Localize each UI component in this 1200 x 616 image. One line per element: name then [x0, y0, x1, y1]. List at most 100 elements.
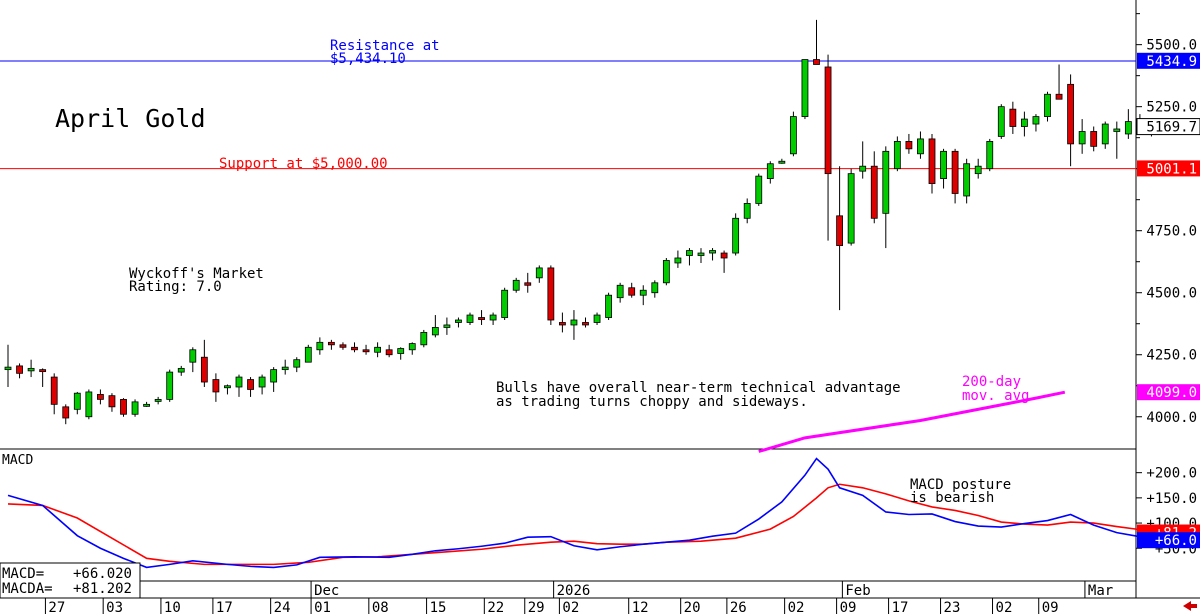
- candle-body: [1032, 116, 1040, 125]
- candle-body: [1124, 121, 1132, 135]
- price-tick-label: 5250.0: [1146, 100, 1197, 116]
- month-label: 2026: [557, 583, 591, 599]
- comment-line1: Bulls have overall near-term technical a…: [496, 380, 901, 396]
- day-label: 02: [788, 600, 805, 616]
- candle-body: [674, 257, 682, 264]
- day-label: 09: [1042, 600, 1059, 616]
- candle-body: [662, 260, 670, 284]
- candle-body: [1113, 128, 1121, 132]
- price-badge: [1137, 52, 1200, 69]
- day-label: 02: [996, 600, 1013, 616]
- candle-body: [882, 150, 890, 214]
- candle-body: [431, 327, 439, 336]
- candle-body: [120, 398, 127, 415]
- price-badge: [1136, 118, 1200, 136]
- day-label: 17: [892, 600, 909, 616]
- candle-body: [766, 163, 774, 180]
- candle-body: [316, 341, 324, 351]
- day-label: 08: [372, 600, 389, 616]
- candle-body: [385, 349, 393, 356]
- price-tick-label: 5500.0: [1146, 38, 1197, 54]
- candle-body: [928, 138, 936, 184]
- candle-body: [824, 66, 832, 175]
- candle-body: [697, 252, 705, 256]
- price-badge-label: 5434.9: [1146, 54, 1197, 70]
- candle-body: [778, 160, 786, 164]
- price-badge-label: 4099.0: [1146, 385, 1197, 401]
- candle-body: [547, 267, 555, 321]
- day-label: 22: [487, 600, 504, 616]
- macd-title: MACD: [2, 453, 33, 468]
- candle-body: [790, 116, 797, 155]
- candle-body: [847, 173, 855, 244]
- macd-readout-box: [0, 562, 141, 599]
- candle-body: [166, 371, 174, 400]
- candle-body: [489, 314, 497, 321]
- macd-annotation-line2: is bearish: [910, 490, 994, 506]
- candle-body: [535, 267, 543, 279]
- candle-body: [905, 140, 913, 150]
- day-label: 24: [274, 600, 291, 616]
- candle-body: [755, 175, 763, 204]
- resistance-label-line2: $5,434.10: [330, 51, 406, 67]
- candle-body: [559, 322, 566, 326]
- scroll-left-arrow-icon[interactable]: [1183, 601, 1197, 611]
- candle-body: [616, 284, 624, 299]
- day-label: 10: [164, 600, 181, 616]
- rating-label-line1: Wyckoff's Market: [129, 266, 264, 282]
- comment-line2: as trading turns choppy and sideways.: [496, 394, 808, 410]
- macd-annotation-line1: MACD posture: [910, 477, 1011, 493]
- ma-label-line2: mov. avg.: [962, 388, 1038, 404]
- candle-body: [801, 59, 809, 117]
- candle-body: [224, 385, 231, 389]
- price-badge-label: +66.0: [1155, 533, 1197, 549]
- day-label: 17: [216, 600, 233, 616]
- candle-body: [455, 319, 462, 323]
- chart-title: April Gold: [55, 104, 206, 133]
- candle-body: [200, 356, 208, 383]
- candle-body: [1055, 93, 1063, 100]
- candle-body: [270, 369, 278, 383]
- day-label: 02: [562, 600, 579, 616]
- candle-body: [720, 252, 728, 259]
- candle-body: [951, 150, 959, 194]
- candle-body: [189, 349, 197, 363]
- candle-body: [4, 366, 12, 371]
- macd-tick-label: +200.0: [1146, 466, 1197, 482]
- candle-body: [397, 348, 405, 354]
- day-label: 26: [730, 600, 747, 616]
- candle-body: [893, 140, 901, 170]
- macd-readout-label: MACD=: [2, 566, 44, 582]
- month-label: Dec: [314, 583, 339, 599]
- candle-body: [235, 376, 243, 388]
- price-badge: [1137, 384, 1200, 401]
- month-label: Feb: [845, 583, 870, 599]
- candle-body: [1009, 108, 1017, 127]
- candle-body: [639, 289, 647, 296]
- macd-tick-label: +150.0: [1146, 491, 1197, 507]
- candle-body: [836, 215, 843, 246]
- candle-body: [524, 282, 532, 286]
- candle-body: [374, 346, 382, 353]
- candle-body: [859, 165, 867, 172]
- candle-body: [420, 332, 428, 346]
- candle-body: [986, 140, 994, 170]
- candle-body: [813, 59, 820, 65]
- candle-body: [258, 376, 266, 388]
- candle-body: [143, 403, 151, 407]
- candle-body: [628, 287, 636, 296]
- day-label: 12: [632, 600, 649, 616]
- moving-average-line: [758, 390, 1066, 453]
- day-label: 01: [314, 600, 331, 616]
- macda-readout-label: MACDA=: [2, 581, 53, 597]
- candle-body: [16, 365, 23, 374]
- candle-body: [362, 349, 370, 353]
- candle-body: [1101, 123, 1109, 145]
- candle-body: [212, 379, 220, 393]
- rating-label-line2: Rating: 7.0: [129, 279, 222, 295]
- candle-body: [732, 217, 740, 254]
- price-badge: [1137, 160, 1200, 177]
- macd-readout-value: +66.020: [73, 566, 132, 582]
- day-label: 03: [106, 600, 123, 616]
